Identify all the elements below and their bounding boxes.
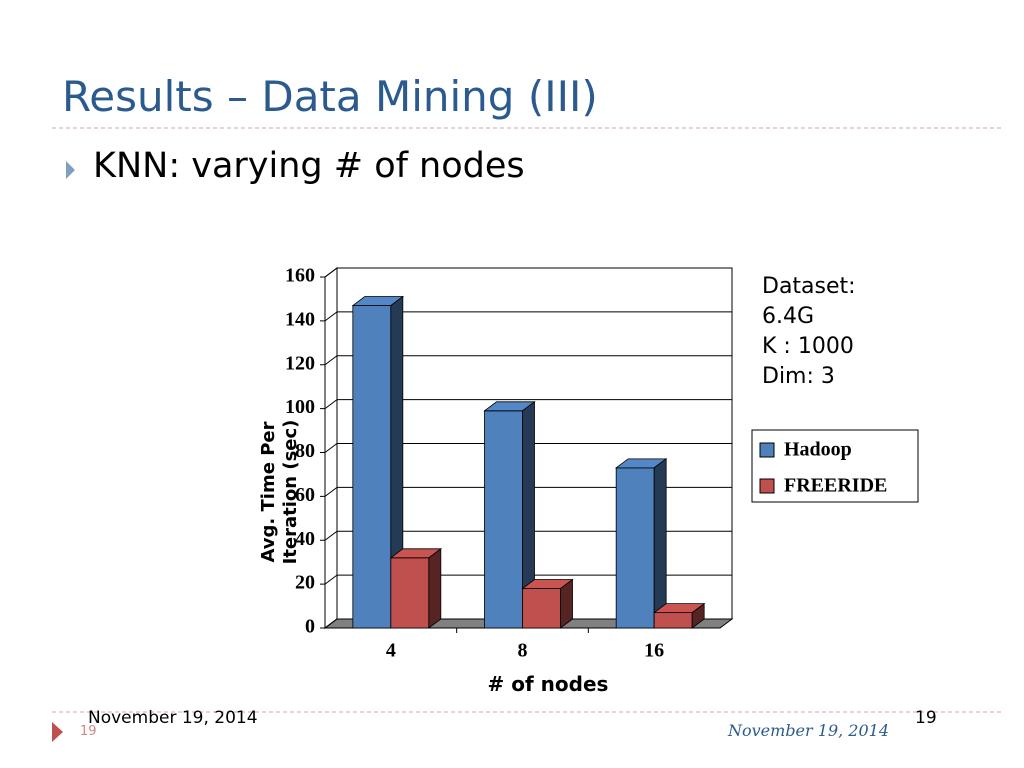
bar-front — [653, 612, 693, 629]
legend-label: Hadoop — [784, 439, 852, 461]
bar-front — [484, 410, 523, 629]
y-axis-label: Avg. Time Per Iteration (sec) — [258, 419, 301, 565]
bar — [483, 401, 536, 629]
bar-front — [352, 305, 392, 629]
grid-line-side — [324, 530, 338, 541]
bar-side — [428, 548, 442, 629]
grid-line-side — [324, 399, 338, 410]
y-tick-label: 120 — [285, 352, 315, 374]
grid-line-side — [324, 618, 338, 629]
bar-side — [691, 602, 705, 629]
bar — [614, 458, 668, 629]
note-line: Dim: 3 — [762, 364, 835, 389]
note-line: Dataset: — [762, 274, 856, 299]
grid-line-side — [324, 443, 338, 453]
bar — [652, 602, 706, 629]
x-axis-label: # of nodes — [487, 672, 609, 696]
bullet-icon — [66, 161, 75, 179]
y-tick-label: 60 — [295, 484, 315, 506]
x-tick-label: 8 — [518, 640, 528, 662]
bar-front — [615, 467, 655, 629]
slide-title: Results – Data Mining (III) — [62, 72, 598, 121]
bullet-text: KNN: varying # of nodes — [93, 146, 525, 186]
footer-icon — [52, 722, 63, 742]
y-tick-label: 160 — [285, 265, 315, 287]
grid-line-side — [324, 574, 338, 585]
note-line: 6.4G — [762, 304, 815, 329]
legend-swatch — [759, 442, 775, 458]
footer-number-right: 19 — [915, 708, 937, 728]
bar-front — [522, 588, 561, 629]
bar-side — [653, 458, 667, 629]
grid-line-side — [324, 355, 338, 366]
legend-swatch — [759, 478, 775, 494]
grid-line-side — [324, 486, 338, 497]
grid-line-side — [324, 267, 338, 278]
note-line: K : 1000 — [762, 334, 854, 359]
bar-side — [560, 578, 573, 629]
y-tick-label: 40 — [295, 528, 315, 550]
footer-number-left: 19 — [80, 724, 97, 739]
y-tick-label: 0 — [305, 616, 315, 638]
bar-front — [390, 557, 430, 629]
y-tick-label: 80 — [295, 440, 315, 462]
notes: Dataset: 6.4G K : 1000 Dim: 3 — [762, 272, 856, 392]
bar — [351, 295, 405, 629]
bar — [389, 548, 443, 629]
x-tick-label: 16 — [644, 640, 664, 662]
y-tick-label: 100 — [285, 396, 315, 418]
bar — [521, 578, 574, 629]
footer-date-right: November 19, 2014 — [728, 721, 890, 740]
x-tick-label: 4 — [386, 640, 396, 662]
legend-label: FREERIDE — [784, 475, 887, 497]
footer-date-left: November 19, 2014 — [88, 708, 258, 728]
grid-line-side — [324, 311, 338, 322]
y-tick-label: 20 — [295, 572, 315, 594]
y-tick-label: 140 — [285, 308, 315, 330]
legend-box — [751, 429, 919, 503]
